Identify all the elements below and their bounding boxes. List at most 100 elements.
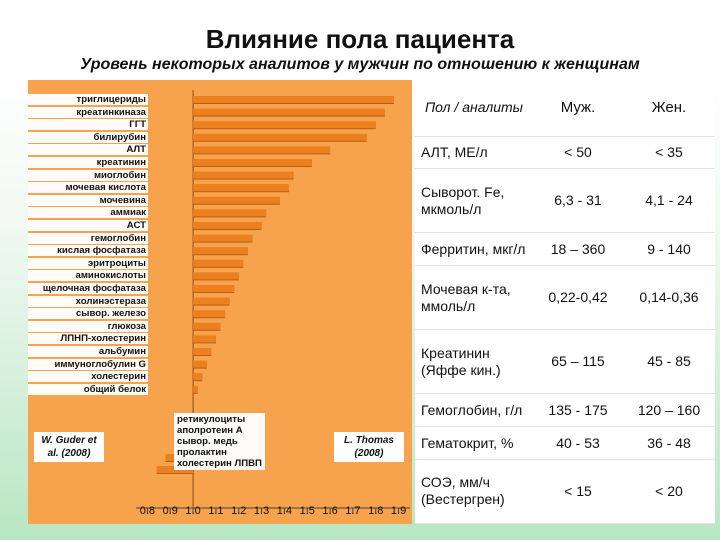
bar-label: гемоглобин [28,232,148,244]
x-tick-label: 1.8 [368,505,384,517]
bar-label: общий белок [28,383,148,395]
analyte-cell: Ферритин, мкг/л [415,232,533,267]
bar-label: мочевая кислота [28,182,148,194]
bar-left [193,348,212,355]
bar-left [193,360,207,368]
bar-left [193,272,239,280]
chart-panel: триглицериды креатинкиназа ГГТ билирубин АЛТ… [28,80,412,524]
x-tick-label: 1.2 [231,505,247,517]
x-tick-label: 1.7 [345,505,361,517]
table-row: Гематокрит, % 40 - 53 36 - 48 [415,426,715,460]
table-row: АЛТ, МЕ/л < 50 < 35 [415,136,715,170]
male-range-cell: 0,22-0,42 [533,265,623,331]
annotation-guder: W. Guder et al. (2008) [34,432,104,462]
bar-left [193,234,253,242]
bar-label: ЛПНП-холестерин [28,333,148,345]
x-tick-label: 1.0 [185,505,201,517]
x-tick-label: 1.6 [322,505,338,517]
bar-label: сывор. железо [28,308,148,320]
x-tick-label: 1.4 [276,505,293,517]
bar-left [193,121,376,129]
bar-label: холестерин [28,371,148,383]
bar-label: АЛТ [28,144,148,156]
reference-table: Пол / аналиты Муж. Жен. АЛТ, МЕ/л < 50 < 3… [415,80,715,525]
x-tick-label: 1.3 [253,505,270,517]
table-header-analyte: Пол / аналиты [415,80,533,137]
bar-label: креатинин [28,157,148,168]
female-range-cell: 0,14-0,36 [623,265,715,331]
bar-label: кислая фосфатаза [28,245,148,257]
bar-label: глюкоза [28,320,148,332]
bar-label: креатинкиназа [28,106,148,118]
bar-label: ретикулоциты [177,414,246,425]
table-row: Мочевая к-та, ммоль/л 0,22-0,42 0,14-0,36 [415,265,715,331]
bar-label: альбумин [28,346,148,357]
female-range-cell: 9 - 140 [623,232,715,267]
bar-label: аммиак [28,207,148,219]
bar-label: холинэстераза [28,295,148,307]
analyte-cell: Сыворот. Fe, мкмоль/л [415,168,533,234]
bar-left [193,335,216,343]
table-row: Гемоглобин, г/л 135 - 175 120 – 160 [415,393,715,428]
bar-left [193,247,248,255]
bar-left [193,209,267,217]
page-title: Влияние пола пациента [205,24,515,54]
bar-label: холестерин ЛПВП [177,458,262,469]
bar-left [193,133,367,141]
bar-left [193,322,221,330]
bar-left [193,259,244,267]
chart-bars [136,90,410,513]
bar-left [193,108,385,116]
x-tick-label: 0.9 [162,505,178,517]
bar-left [193,96,395,103]
bar-label: сывор. медь [177,436,238,447]
bar-label: ГГТ [28,119,148,131]
x-tick-label: 1.5 [299,505,315,517]
table-row: Креатинин (Яффе кин.) 65 – 115 45 - 85 [415,329,715,395]
table-row: Сыворот. Fe, мкмоль/л 6,3 - 31 4,1 - 24 [415,168,715,234]
female-range-cell: 120 – 160 [623,393,715,428]
male-range-cell: 18 – 360 [533,232,623,267]
annotation-thomas: L. Thomas (2008) [334,432,404,462]
bar-left [193,310,226,318]
bar-label: мочевина [28,194,148,206]
analyte-cell: Гематокрит, % [415,426,533,460]
bar-label: АСТ [28,220,148,231]
table-header-female: Жен. [623,80,715,137]
male-range-cell: < 50 [533,136,623,170]
x-tick-label: 1.1 [208,505,224,517]
bar-left [193,146,331,154]
male-range-cell: 6,3 - 31 [533,168,623,234]
bar-left [193,373,203,381]
analyte-cell: Креатинин (Яффе кин.) [415,329,533,395]
bar-left [193,159,312,166]
page-subtitle: Уровень некоторых аналитов у мужчин по о… [80,56,640,73]
bar-left [193,184,289,192]
bar-label: щелочная фосфатаза [28,283,148,294]
table-row: Ферритин, мкг/л 18 – 360 9 - 140 [415,232,715,267]
male-range-cell: < 15 [533,459,623,525]
table-header-male: Муж. [533,80,623,137]
male-range-cell: 65 – 115 [533,329,623,395]
analyte-cell: Гемоглобин, г/л [415,393,533,428]
female-range-cell: < 35 [623,136,715,170]
bar-left [193,171,294,179]
x-tick-label: 1.9 [390,505,407,517]
bar-left [193,196,280,204]
table-row: СОЭ, мм/ч (Вестергрен) < 15 < 20 [415,459,715,525]
female-range-cell: 36 - 48 [623,426,715,460]
bar-label: триглицериды [28,94,148,105]
female-range-cell: < 20 [623,459,715,525]
analyte-cell: АЛТ, МЕ/л [415,136,533,170]
analyte-cell: СОЭ, мм/ч (Вестергрен) [415,459,533,525]
bar-left [193,297,230,305]
male-range-cell: 135 - 175 [533,393,623,428]
bar-label: билирубин [28,131,148,143]
bar-label: аполротеин А [177,425,243,436]
bar-label: эритроциты [28,257,148,269]
analyte-cell: Мочевая к-та, ммоль/л [415,265,533,331]
female-range-cell: 4,1 - 24 [623,168,715,234]
bar-label: миоглобин [28,169,148,181]
bar-left [193,285,235,292]
bar-label: аминокислоты [28,270,148,282]
